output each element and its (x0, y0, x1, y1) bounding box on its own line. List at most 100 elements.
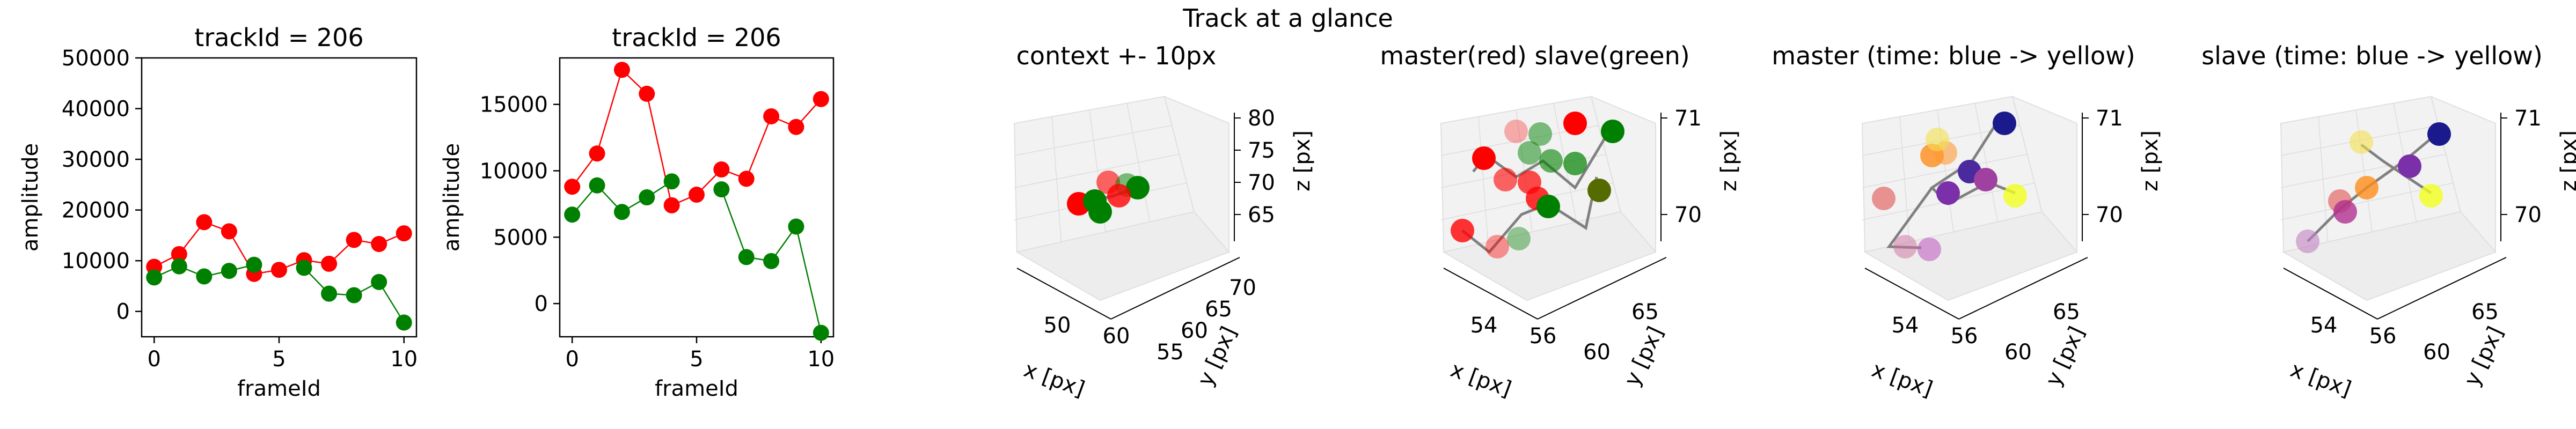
data-point (788, 218, 804, 235)
scatter-point (1451, 219, 1474, 242)
z-axis-label: z [px] (2557, 130, 2576, 191)
x-tick-label: 56 (2369, 324, 2397, 349)
y-tick-label: 65 (1631, 300, 1659, 324)
scatter-point (2398, 154, 2421, 178)
data-point (713, 181, 730, 198)
x-axis-label: x [px] (1021, 357, 1088, 402)
data-point (589, 177, 605, 194)
data-point (613, 204, 630, 220)
scatter3d-slave-time: slave (time: blue -> yellow) 70 71 z [px] 54… (2201, 41, 2576, 402)
y-tick-label: 5000 (493, 225, 548, 250)
y-tick-label: 70 (1229, 276, 1256, 300)
y-axis-label: y [px] (2041, 323, 2090, 390)
x-tick-label: 60 (1103, 324, 1130, 349)
data-point (639, 85, 655, 102)
scatter3d-master-time: master (time: blue -> yellow) 70 71 z [px] 5… (1772, 41, 2163, 402)
pane (1015, 211, 1230, 301)
scatter-point (2419, 184, 2443, 208)
amplitude-chart-2: trackId = 206 frameId amplitude 0 5 10 0 5000 10… (440, 23, 835, 401)
data-point (763, 108, 780, 124)
y-tick-label: 50000 (62, 46, 130, 71)
data-point (246, 256, 262, 273)
scatter-point (1518, 171, 1541, 194)
scatter-point (1872, 187, 1896, 210)
panel-title: context +- 10px (1016, 41, 1217, 70)
scatter-point (1518, 141, 1541, 165)
pane (1863, 211, 2078, 301)
scatter-point (1507, 227, 1531, 250)
x-axis-line (1864, 268, 1959, 320)
scatter-point (1107, 184, 1131, 208)
z-tick-label: 70 (1248, 171, 1275, 195)
scatter-point (1926, 128, 1949, 151)
z-tick-label: 70 (2096, 203, 2123, 227)
y-tick-label: 65 (2471, 300, 2499, 324)
data-point (564, 179, 581, 195)
scatter-point (1528, 122, 1552, 146)
y-tick-label: 55 (1157, 340, 1184, 365)
z-tick-label: 71 (2096, 106, 2123, 131)
data-point (371, 235, 387, 252)
figure-suptitle: Track at a glance (1182, 4, 1393, 33)
scatter-point (1539, 149, 1563, 173)
z-tick-label: 75 (1248, 138, 1275, 163)
grid-line (1014, 153, 1180, 188)
scatter-point (1974, 168, 1997, 191)
data-point (564, 206, 581, 223)
scatter-point (1563, 152, 1587, 175)
y-tick-label: 0 (535, 292, 548, 316)
y-tick-label: 0 (116, 300, 130, 324)
data-point (371, 273, 387, 290)
scatter-point (1536, 195, 1560, 218)
y-axis-label: y [px] (1620, 323, 1668, 390)
y-axis-line (1110, 257, 1240, 320)
scatter-point (1993, 112, 2016, 135)
x-axis-line (2283, 268, 2378, 320)
data-point (346, 287, 362, 304)
y-axis-line (2377, 257, 2507, 320)
x-tick-label: 50 (1044, 313, 1071, 338)
x-tick-label: 0 (148, 347, 161, 372)
x-axis-label: x [px] (2287, 357, 2354, 402)
data-point (196, 214, 213, 231)
y-tick-label: 65 (2053, 300, 2080, 324)
scatter3d-master-slave: master(red) slave(green) 70 71 z [px] 54 56 x … (1380, 41, 1741, 402)
scatter-point (1563, 112, 1587, 135)
data-point (321, 285, 338, 302)
data-point (171, 246, 187, 262)
grid-line (1862, 153, 2028, 188)
x-tick-label: 10 (807, 347, 835, 372)
x-axis-line (1016, 268, 1111, 320)
scatter-point (1472, 146, 1496, 170)
y-tick-label: 65 (1205, 297, 1232, 322)
panel-title: slave (time: blue -> yellow) (2201, 41, 2543, 70)
y-tick-label: 10000 (62, 249, 130, 273)
scatter-point (2350, 130, 2373, 154)
data-point (763, 253, 780, 269)
y-axis-line (1958, 257, 2088, 320)
y-tick-label: 10000 (480, 159, 548, 183)
scatter-point (1126, 176, 1150, 199)
scatter-point (1504, 120, 1528, 143)
axes-frame (141, 57, 418, 338)
data-point (813, 324, 829, 341)
scatter-point (1918, 238, 1941, 261)
data-point (738, 171, 755, 187)
scatter-point (2003, 184, 2027, 208)
grid-line (1974, 103, 1999, 222)
z-tick-label: 71 (1674, 106, 1702, 131)
data-point (639, 189, 655, 205)
y-axis-label: amplitude (18, 143, 43, 252)
scatter-point (1936, 181, 1960, 205)
y-tick-label: 60 (2423, 340, 2450, 365)
data-point (713, 161, 730, 177)
x-tick-label: 54 (1470, 313, 1498, 338)
z-tick-label: 70 (1674, 203, 1702, 227)
x-tick-label: 54 (2310, 313, 2338, 338)
scatter-point (1088, 200, 1112, 224)
pane (2282, 211, 2497, 301)
data-point (146, 269, 163, 286)
x-axis-label: x [px] (1869, 357, 1936, 402)
panel-title: master (time: blue -> yellow) (1772, 41, 2135, 70)
